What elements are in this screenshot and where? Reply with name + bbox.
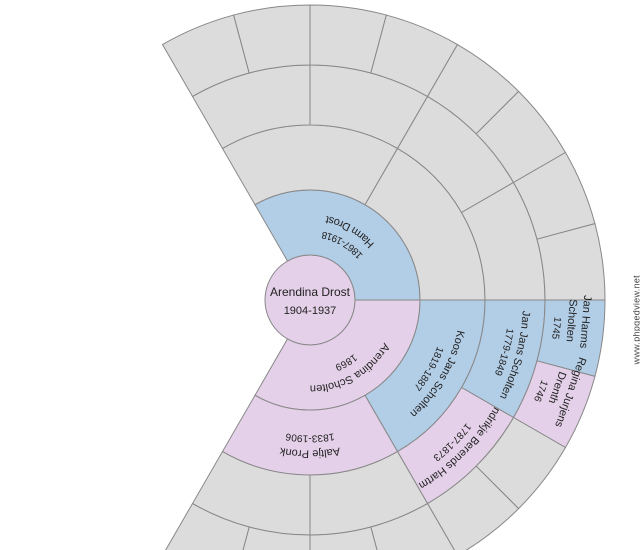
watermark: www.phpgedview.net [631, 275, 640, 364]
fan-chart: Arendina Drost1904-1937Harm Drost1867-19… [0, 0, 640, 550]
center-person-dates: 1904-1937 [284, 305, 337, 317]
center-person-name: Arendina Drost [270, 285, 351, 299]
